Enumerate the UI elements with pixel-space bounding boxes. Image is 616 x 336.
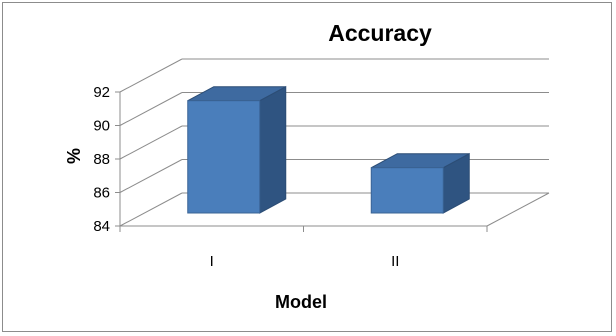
- bar-side: [259, 85, 287, 214]
- y-tick-label: 92: [93, 84, 110, 101]
- gridline-diagonal: [119, 58, 183, 93]
- y-tick-label: 90: [93, 118, 110, 135]
- y-tick-label: 86: [93, 185, 110, 202]
- y-tick-label: 88: [93, 151, 110, 168]
- bar-layer: [187, 85, 470, 214]
- gridline-diagonal: [119, 125, 183, 160]
- chart-frame: [2, 2, 612, 332]
- grid-layer: [119, 58, 550, 227]
- y-axis-label: %: [64, 148, 84, 164]
- floor-edge: [486, 192, 550, 227]
- gridline-diagonal: [119, 192, 183, 227]
- x-axis-label: Model: [275, 292, 327, 312]
- bar: [370, 167, 444, 214]
- bar: [187, 100, 261, 214]
- axis-layer: [115, 91, 488, 232]
- gridline-diagonal: [119, 92, 183, 126]
- gridline-diagonal: [119, 159, 183, 193]
- y-tick-label: 84: [93, 218, 110, 235]
- x-tick-label: I: [210, 253, 214, 270]
- x-tick-label: II: [391, 253, 399, 270]
- chart-title: Accuracy: [328, 20, 432, 46]
